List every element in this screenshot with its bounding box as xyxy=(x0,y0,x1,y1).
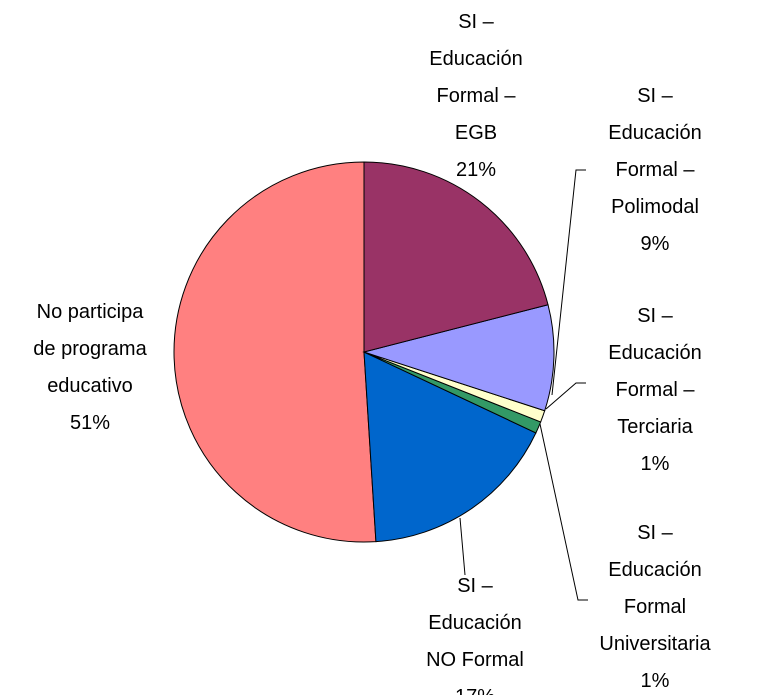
slice-label: SI – Educación Formal Universitaria 1% xyxy=(595,515,715,695)
slice-percent: 17% xyxy=(420,679,530,695)
slice-name: SI – Educación Formal – Terciaria xyxy=(608,305,702,438)
pie-slice xyxy=(363,161,549,353)
slice-label: No participa de programa educativo 51% xyxy=(28,294,153,442)
slice-name: SI – Educación Formal Universitaria xyxy=(599,522,711,655)
leader-line xyxy=(551,169,586,396)
slice-name: SI – Educación NO Formal xyxy=(426,575,524,671)
slice-label: SI – Educación Formal – Polimodal 9% xyxy=(600,78,710,263)
slice-percent: 1% xyxy=(640,453,670,475)
leader-line xyxy=(545,382,586,410)
slice-percent: 51% xyxy=(69,412,111,434)
slice-percent: 21% xyxy=(455,159,497,181)
slice-label: SI – Educación Formal – EGB 21% xyxy=(421,4,531,189)
leader-line xyxy=(539,423,588,601)
slice-label: SI – Educación NO Formal 17% xyxy=(420,568,530,695)
slice-name: SI – Educación Formal – EGB xyxy=(429,11,523,144)
slice-percent: 1% xyxy=(640,670,670,692)
leader-line xyxy=(459,517,466,576)
pie-slice xyxy=(362,304,555,412)
leader-lines xyxy=(459,169,588,601)
slice-label: SI – Educación Formal – Terciaria 1% xyxy=(600,298,710,483)
slice-name: No participa de programa educativo xyxy=(33,301,147,397)
pie-slice xyxy=(363,351,537,543)
pie-slice xyxy=(173,161,377,543)
slice-name: SI – Educación Formal – Polimodal xyxy=(608,85,702,218)
slice-percent: 9% xyxy=(640,233,670,255)
